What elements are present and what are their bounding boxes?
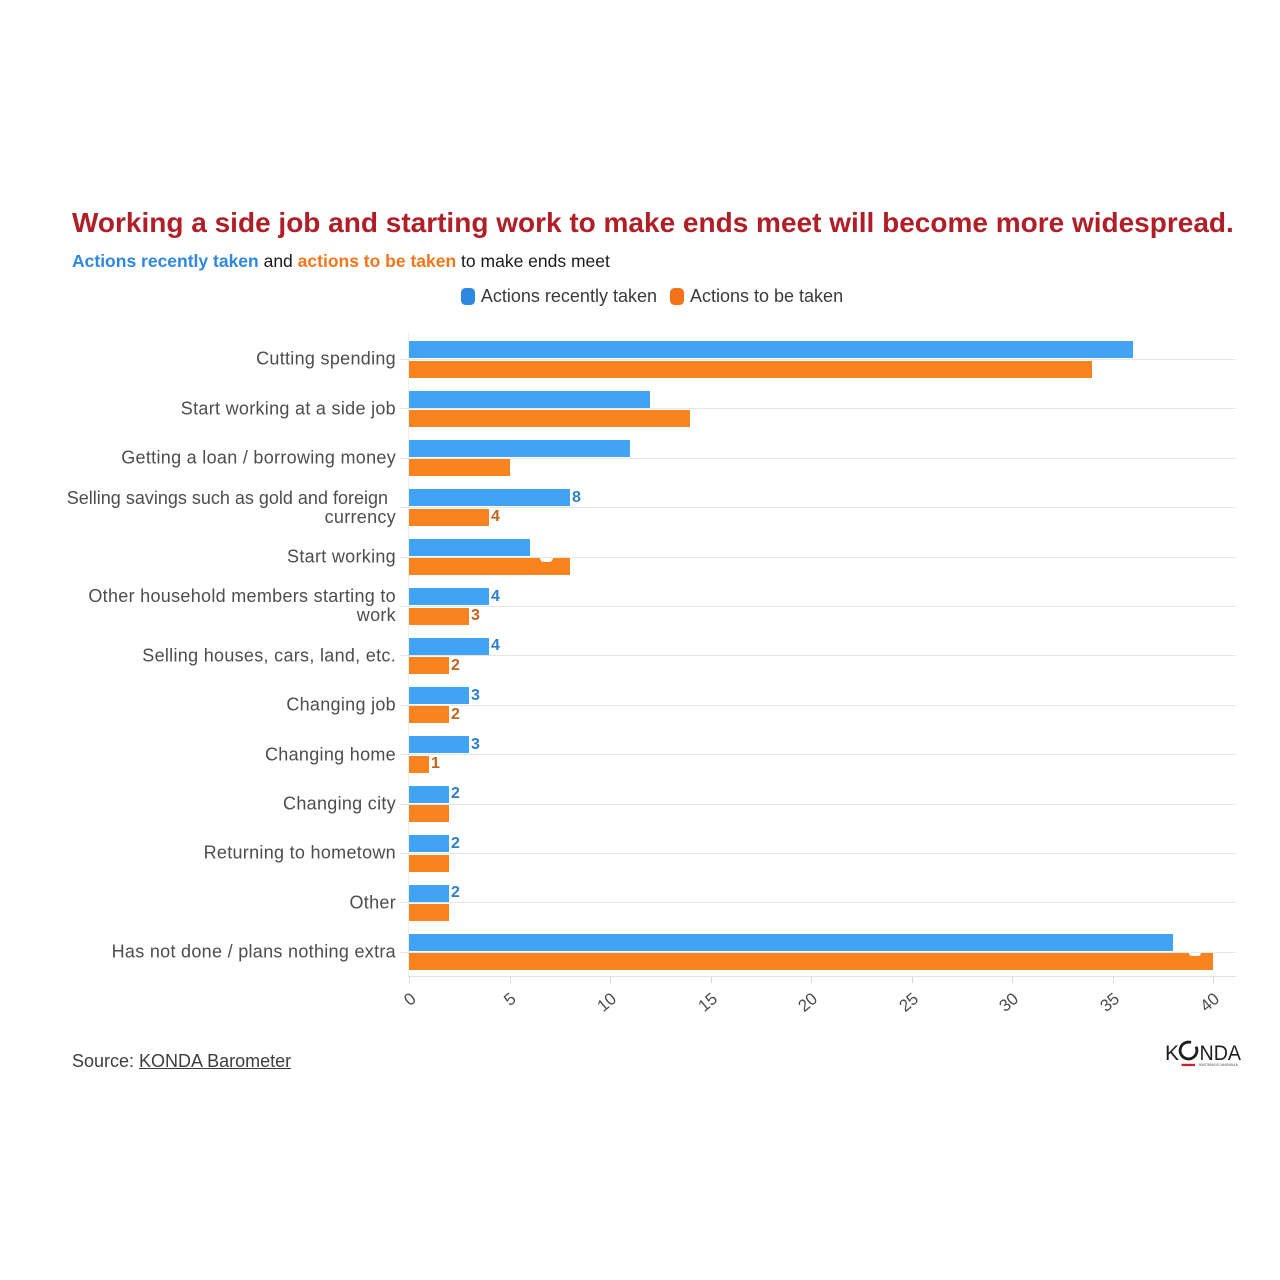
svg-text:NDA: NDA — [1200, 1042, 1242, 1065]
svg-text:ARASTIRMA VE DANISMANLIK: ARASTIRMA VE DANISMANLIK — [1199, 1063, 1240, 1067]
svg-text:K: K — [1165, 1042, 1179, 1065]
